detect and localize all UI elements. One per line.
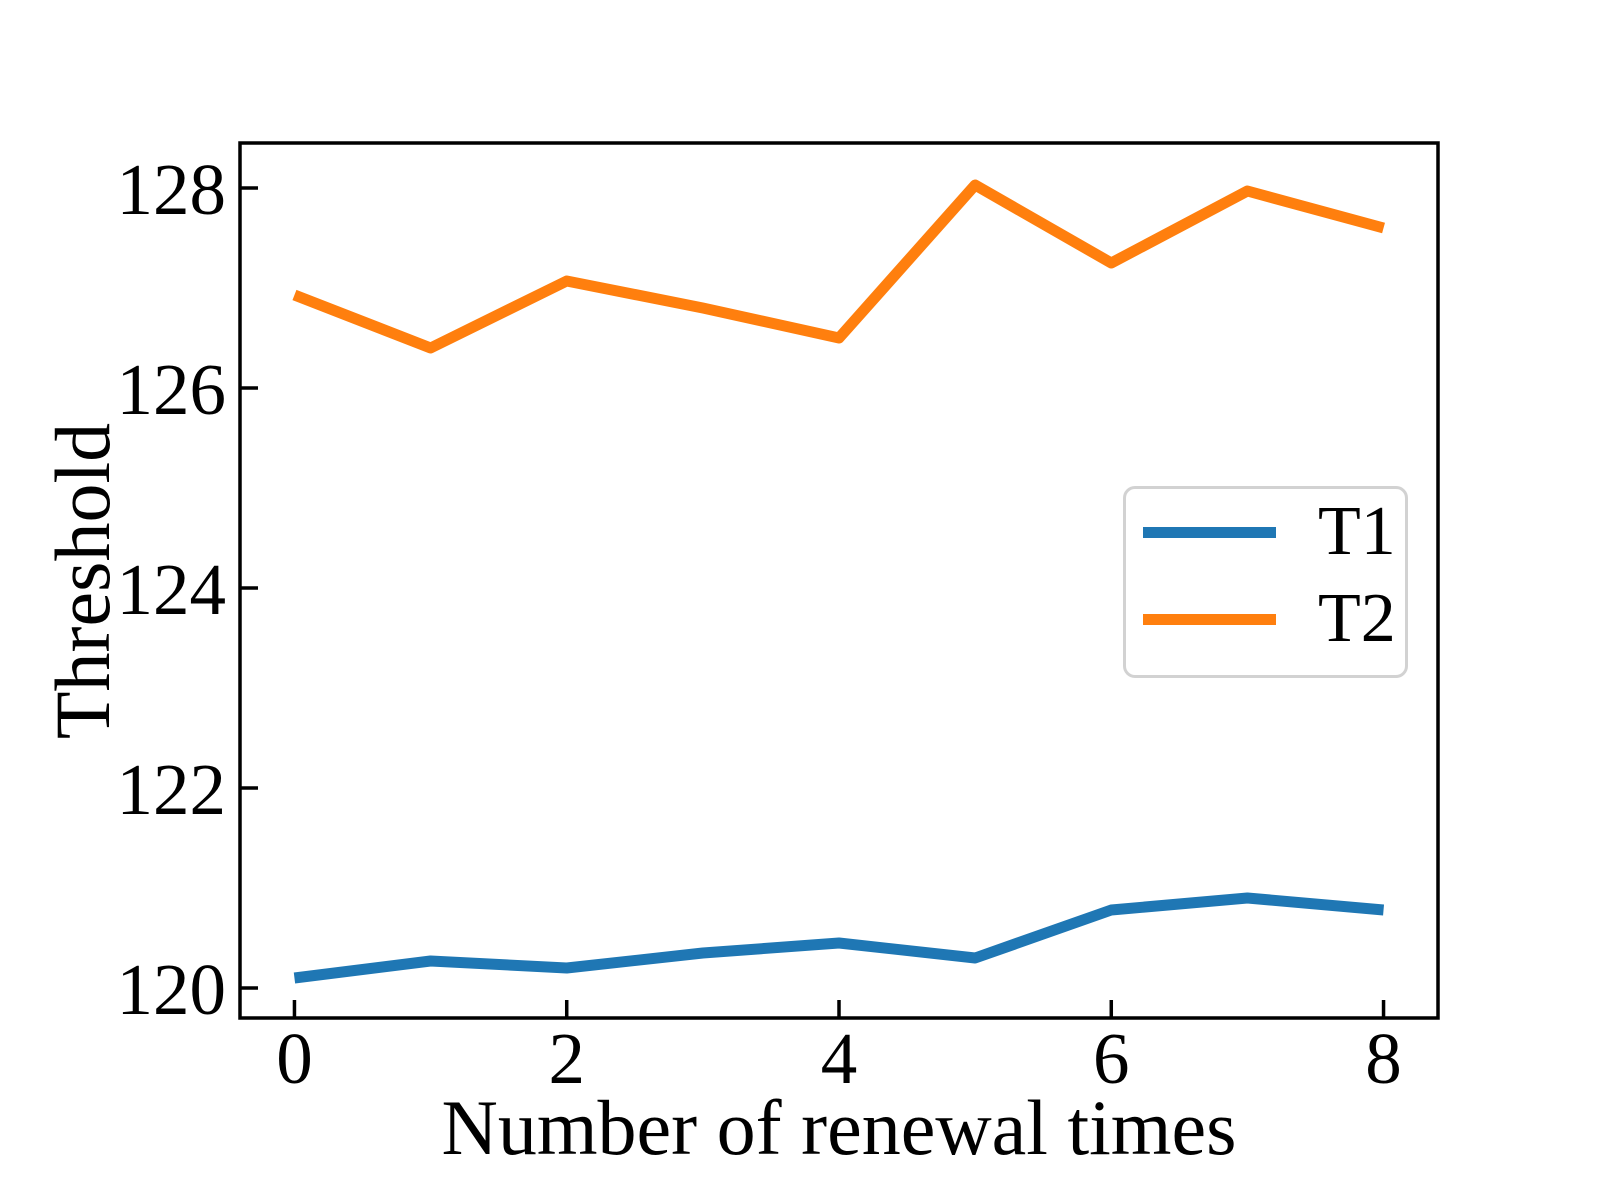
x-tick-label: 2 (548, 1018, 585, 1099)
y-tick-label: 122 (117, 749, 227, 830)
legend-label-t1: T1 (1318, 493, 1396, 570)
legend-item-t1: T1 (1143, 497, 1396, 567)
y-tick-label: 126 (117, 349, 227, 430)
y-tick-label: 124 (117, 549, 227, 630)
x-tick-label: 0 (276, 1018, 313, 1099)
x-axis-label: Number of renewal times (441, 1084, 1237, 1171)
legend-label-t2: T2 (1318, 580, 1396, 657)
x-tick-label: 8 (1365, 1018, 1402, 1099)
y-tick-label: 120 (117, 949, 227, 1030)
x-tick-label: 6 (1093, 1018, 1130, 1099)
legend: T1 T2 (1123, 486, 1408, 678)
y-axis-label: Threshold (39, 422, 126, 740)
y-tick-label: 128 (117, 149, 227, 230)
x-tick-label: 4 (821, 1018, 858, 1099)
axes-spines (238, 141, 1440, 1020)
t1-line (293, 892, 1385, 984)
t2-line (292, 179, 1385, 354)
t2-line-swatch (1143, 613, 1276, 625)
t1-line-swatch (1143, 526, 1276, 538)
legend-item-t2: T2 (1143, 584, 1396, 654)
